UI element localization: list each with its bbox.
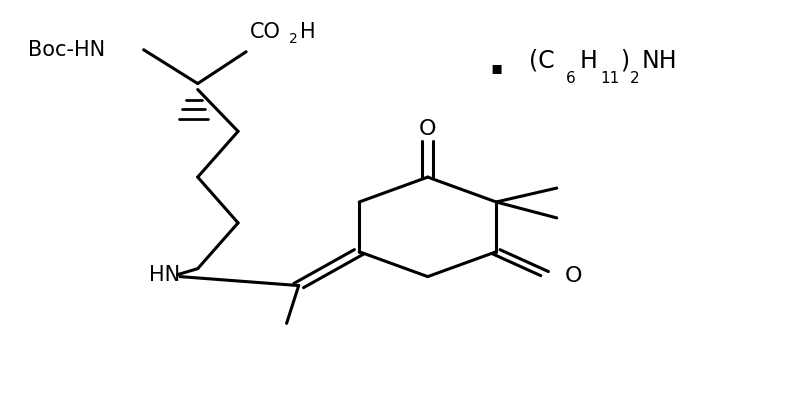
- Text: ): ): [620, 49, 629, 73]
- Text: NH: NH: [642, 49, 677, 73]
- Text: HN: HN: [149, 265, 181, 285]
- Text: Boc-HN: Boc-HN: [28, 40, 106, 60]
- Text: O: O: [565, 265, 583, 286]
- Text: H: H: [300, 22, 316, 42]
- Text: (C: (C: [529, 49, 554, 73]
- Text: 2: 2: [630, 71, 640, 86]
- Text: O: O: [419, 119, 437, 139]
- Text: 6: 6: [566, 71, 575, 86]
- Text: ▪: ▪: [490, 59, 503, 77]
- Text: H: H: [579, 49, 597, 73]
- Text: 11: 11: [600, 71, 620, 86]
- Text: 2: 2: [289, 31, 298, 46]
- Text: CO: CO: [250, 22, 281, 42]
